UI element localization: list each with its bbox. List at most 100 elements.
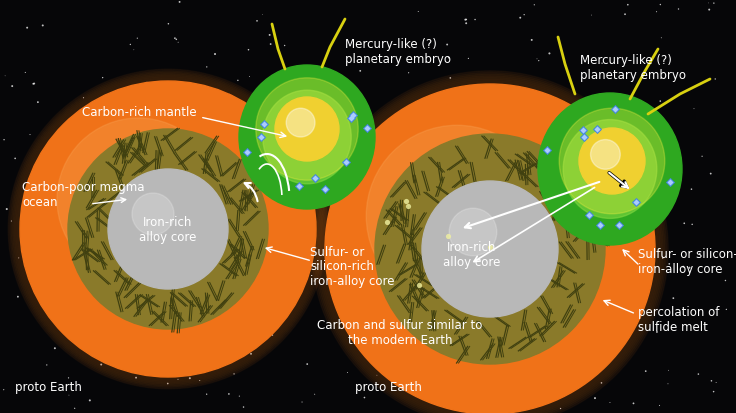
- Point: [296, 399, 308, 405]
- Point: [172, 40, 184, 46]
- Point: [551, 168, 562, 174]
- Point: [708, 388, 720, 395]
- Point: [606, 352, 618, 358]
- Point: [361, 125, 372, 132]
- Point: [68, 405, 80, 412]
- Point: [354, 69, 366, 75]
- Point: [609, 106, 620, 113]
- Point: [172, 376, 184, 383]
- Point: [412, 9, 424, 16]
- Point: [459, 194, 470, 200]
- Point: [21, 25, 33, 32]
- Point: [141, 114, 152, 121]
- Point: [101, 201, 113, 208]
- Circle shape: [8, 70, 328, 389]
- Point: [629, 263, 641, 269]
- Point: [493, 83, 505, 89]
- Point: [403, 204, 414, 210]
- Point: [241, 149, 253, 156]
- Point: [710, 76, 721, 83]
- Point: [515, 370, 527, 376]
- Point: [113, 144, 124, 151]
- Point: [464, 119, 475, 126]
- Point: [503, 227, 514, 234]
- Point: [628, 400, 640, 407]
- Point: [369, 342, 381, 349]
- Text: Iron-rich
alloy core: Iron-rich alloy core: [443, 240, 500, 268]
- Point: [309, 169, 321, 175]
- Point: [74, 151, 85, 158]
- Ellipse shape: [263, 91, 351, 184]
- Point: [132, 36, 144, 43]
- Text: proto Earth: proto Earth: [15, 380, 82, 394]
- Point: [162, 380, 174, 387]
- Point: [631, 122, 643, 129]
- Point: [579, 150, 591, 157]
- Point: [686, 221, 698, 228]
- Point: [654, 99, 666, 105]
- Point: [270, 288, 282, 295]
- Point: [257, 12, 269, 19]
- Point: [238, 404, 250, 411]
- Point: [79, 307, 91, 314]
- Point: [122, 183, 134, 189]
- Point: [225, 138, 237, 144]
- Point: [460, 21, 472, 28]
- Point: [51, 172, 63, 179]
- Point: [56, 179, 68, 186]
- Point: [469, 386, 481, 392]
- Point: [194, 377, 205, 384]
- Point: [169, 255, 180, 261]
- Point: [7, 83, 18, 90]
- Point: [489, 249, 500, 256]
- Point: [473, 317, 484, 324]
- Point: [474, 102, 486, 108]
- Ellipse shape: [538, 94, 682, 245]
- Point: [209, 52, 221, 58]
- Point: [370, 293, 382, 300]
- Point: [565, 190, 576, 197]
- Point: [459, 17, 471, 24]
- Circle shape: [132, 194, 174, 235]
- Point: [230, 289, 242, 295]
- Point: [345, 115, 357, 121]
- Point: [280, 228, 292, 235]
- Circle shape: [559, 109, 665, 214]
- Point: [208, 288, 220, 295]
- Point: [27, 81, 39, 88]
- Text: Carbon and sulfur similar to
the modern Earth: Carbon and sulfur similar to the modern …: [317, 318, 483, 346]
- Point: [158, 122, 169, 128]
- Point: [414, 282, 425, 289]
- Point: [592, 126, 604, 133]
- Point: [361, 125, 372, 132]
- Point: [138, 169, 149, 175]
- Point: [562, 181, 573, 188]
- Text: Sulfur- or
silicon-rich
iron-alloy core: Sulfur- or silicon-rich iron-alloy core: [310, 245, 394, 288]
- Point: [440, 364, 452, 370]
- Point: [685, 186, 697, 193]
- Point: [159, 169, 171, 176]
- Point: [531, 57, 543, 63]
- Point: [129, 104, 141, 110]
- Point: [258, 236, 269, 243]
- Point: [174, 0, 185, 6]
- Point: [130, 375, 142, 381]
- Circle shape: [20, 82, 316, 377]
- Point: [347, 112, 358, 119]
- Point: [263, 33, 275, 39]
- Point: [266, 332, 278, 339]
- Point: [0, 387, 10, 393]
- Point: [255, 134, 267, 141]
- Point: [77, 95, 89, 102]
- Circle shape: [579, 129, 645, 195]
- Point: [241, 149, 253, 156]
- Point: [371, 372, 383, 379]
- Circle shape: [108, 170, 228, 289]
- Point: [673, 7, 684, 13]
- Point: [138, 276, 150, 283]
- Point: [228, 371, 240, 377]
- Point: [389, 173, 400, 180]
- Point: [577, 128, 589, 134]
- Point: [542, 147, 553, 154]
- Point: [462, 56, 474, 63]
